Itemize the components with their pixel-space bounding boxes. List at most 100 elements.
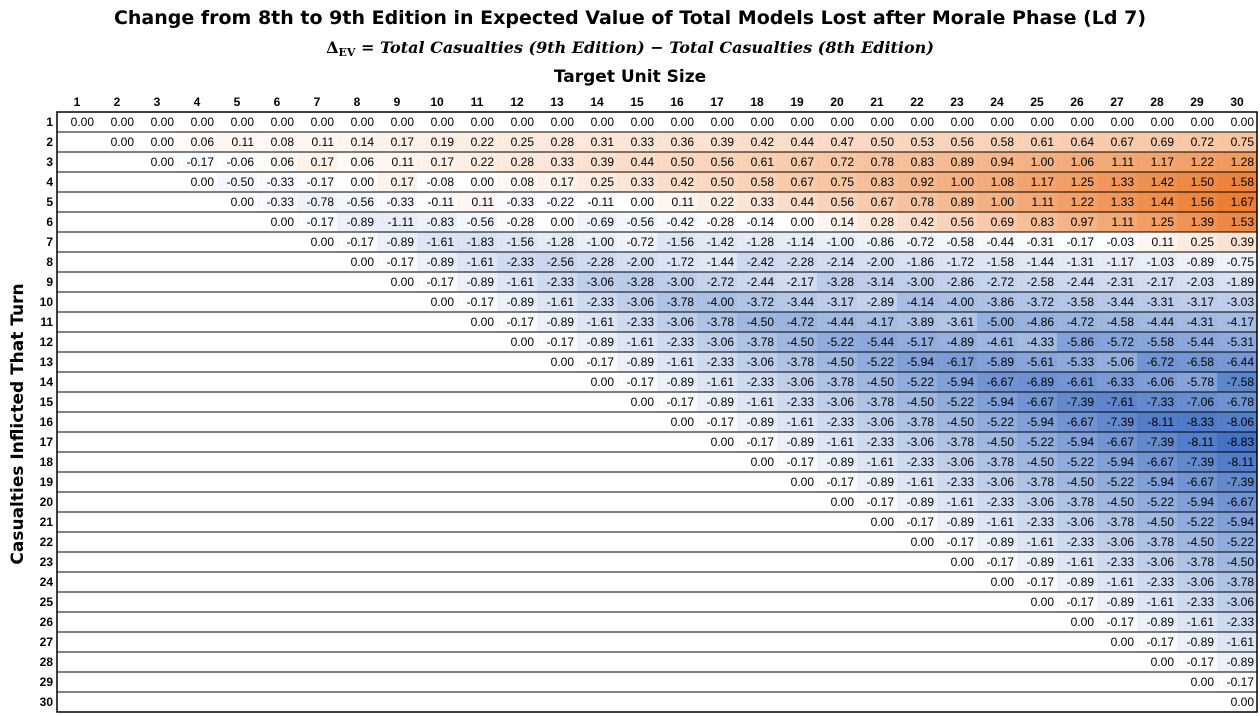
heatmap-cell — [897, 152, 937, 172]
cell-value: -8.11 — [1188, 435, 1215, 449]
x-axis-title: Target Unit Size — [553, 67, 707, 87]
cell-value: 0.00 — [791, 215, 815, 229]
cell-value: 0.67 — [791, 155, 815, 169]
heatmap-cell — [1217, 652, 1257, 672]
heatmap-cell — [977, 472, 1017, 492]
x-tick-label: 20 — [830, 95, 844, 109]
heatmap-cell — [177, 132, 217, 152]
heatmap-cell — [697, 392, 737, 412]
heatmap-cell — [817, 432, 857, 452]
cell-value: -6.67 — [1067, 415, 1095, 429]
cell-value: -6.17 — [947, 355, 975, 369]
heatmap-cell — [1217, 252, 1257, 272]
heatmap-cell — [337, 172, 377, 192]
cell-value: 0.56 — [951, 215, 975, 229]
heatmap-cell — [737, 172, 777, 192]
heatmap-cell — [1137, 492, 1177, 512]
cell-value: 0.00 — [991, 575, 1015, 589]
cell-value: -1.42 — [707, 235, 735, 249]
heatmap-cell — [1057, 572, 1097, 592]
cell-value: 0.56 — [831, 195, 855, 209]
heatmap-cell — [537, 352, 577, 372]
cell-value: -0.28 — [707, 215, 735, 229]
x-tick-label: 5 — [234, 95, 241, 109]
heatmap-cell — [817, 452, 857, 472]
cell-value: 0.50 — [711, 175, 735, 189]
cell-value: -0.44 — [987, 235, 1015, 249]
cell-value: -3.28 — [827, 275, 855, 289]
y-tick-label: 7 — [46, 235, 53, 249]
x-tick-label: 6 — [274, 95, 281, 109]
cell-value: 0.00 — [431, 115, 455, 129]
cell-value: -1.72 — [667, 255, 695, 269]
heatmap-cell — [97, 132, 137, 152]
cell-value: -1.56 — [507, 235, 535, 249]
x-tick-label: 25 — [1030, 95, 1044, 109]
heatmap-cell — [1177, 492, 1217, 512]
heatmap-cell — [1057, 532, 1097, 552]
heatmap-cell — [417, 232, 457, 252]
heatmap-cell — [857, 172, 897, 192]
heatmap-cell — [1217, 192, 1257, 212]
cell-value: 0.00 — [631, 395, 655, 409]
heatmap-cell — [897, 232, 937, 252]
heatmap-cell — [377, 272, 417, 292]
heatmap-cell — [897, 252, 937, 272]
heatmap-cell — [657, 132, 697, 152]
heatmap-cell — [977, 492, 1017, 512]
heatmap-cell — [697, 212, 737, 232]
heatmap-cell — [857, 292, 897, 312]
cell-value: -0.17 — [1147, 635, 1175, 649]
heatmap-cell — [697, 172, 737, 192]
cell-value: -0.89 — [1187, 635, 1215, 649]
cell-value: 0.00 — [471, 115, 495, 129]
cell-value: 1.00 — [991, 195, 1015, 209]
heatmap-cell — [1017, 172, 1057, 192]
heatmap-cell — [537, 272, 577, 292]
x-tick-label: 30 — [1230, 95, 1244, 109]
cell-value: 0.17 — [391, 175, 415, 189]
heatmap-cell — [377, 232, 417, 252]
heatmap-cell — [577, 332, 617, 352]
cell-value: 0.00 — [351, 175, 375, 189]
heatmap-cell — [657, 372, 697, 392]
heatmap-cell — [857, 212, 897, 232]
heatmap-cell — [537, 172, 577, 192]
cell-value: -3.78 — [707, 315, 735, 329]
cell-value: 0.00 — [591, 115, 615, 129]
heatmap-cell — [817, 152, 857, 172]
cell-value: -7.33 — [1147, 395, 1175, 409]
cell-value: 0.36 — [671, 135, 695, 149]
cell-value: 0.58 — [751, 175, 775, 189]
cell-value: -1.11 — [388, 215, 415, 229]
cell-value: 0.00 — [871, 515, 895, 529]
cell-value: -5.78 — [1187, 375, 1215, 389]
heatmap-cell — [897, 292, 937, 312]
heatmap-cell — [497, 192, 537, 212]
heatmap-cell — [737, 432, 777, 452]
heatmap-cell — [897, 372, 937, 392]
heatmap-cell — [617, 332, 657, 352]
heatmap-cell — [857, 152, 897, 172]
cell-value: -1.61 — [707, 375, 735, 389]
cell-value: -0.89 — [467, 275, 495, 289]
cell-value: -2.89 — [867, 295, 895, 309]
cell-value: -0.17 — [987, 555, 1015, 569]
cell-value: -0.89 — [427, 255, 455, 269]
grid-frame — [56, 111, 1258, 713]
heatmap-cell — [897, 332, 937, 352]
cell-value: 0.17 — [431, 155, 455, 169]
heatmap-cell — [817, 132, 857, 152]
heatmap-cell — [1097, 512, 1137, 532]
y-tick-label: 27 — [40, 635, 54, 649]
cell-value: -6.61 — [1067, 375, 1095, 389]
heatmap-cell — [577, 312, 617, 332]
cell-value: -5.22 — [827, 335, 855, 349]
cell-value: -3.78 — [1027, 475, 1055, 489]
cell-value: -1.61 — [1027, 535, 1055, 549]
heatmap-cell — [737, 212, 777, 232]
cell-value: -0.17 — [827, 475, 855, 489]
x-tick-label: 10 — [430, 95, 444, 109]
x-tick-label: 4 — [194, 95, 201, 109]
heatmap-cell — [977, 572, 1017, 592]
